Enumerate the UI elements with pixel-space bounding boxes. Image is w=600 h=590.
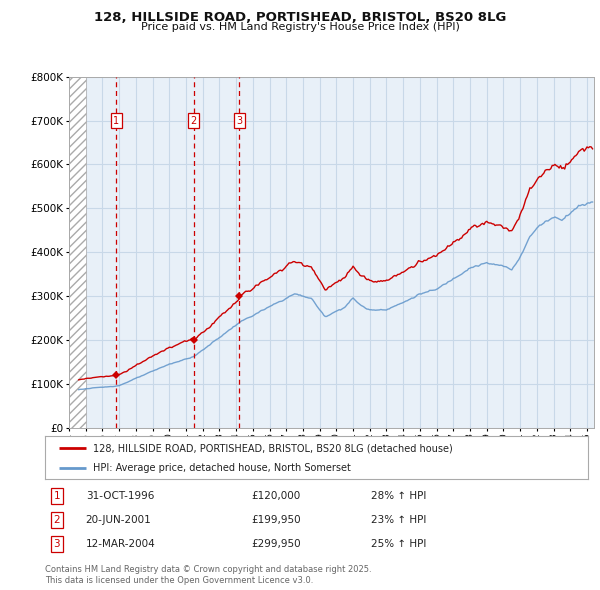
Text: £120,000: £120,000 [251,491,301,502]
Text: Contains HM Land Registry data © Crown copyright and database right 2025.
This d: Contains HM Land Registry data © Crown c… [45,565,371,585]
Text: 1: 1 [53,491,60,502]
Text: Price paid vs. HM Land Registry's House Price Index (HPI): Price paid vs. HM Land Registry's House … [140,22,460,32]
Text: 3: 3 [53,539,60,549]
Text: £299,950: £299,950 [251,539,301,549]
Text: £199,950: £199,950 [251,515,301,525]
Text: 2: 2 [53,515,60,525]
Text: 128, HILLSIDE ROAD, PORTISHEAD, BRISTOL, BS20 8LG: 128, HILLSIDE ROAD, PORTISHEAD, BRISTOL,… [94,11,506,24]
Text: 20-JUN-2001: 20-JUN-2001 [86,515,151,525]
Text: 12-MAR-2004: 12-MAR-2004 [86,539,155,549]
Text: 1: 1 [113,116,119,126]
Text: 2: 2 [191,116,197,126]
Text: 128, HILLSIDE ROAD, PORTISHEAD, BRISTOL, BS20 8LG (detached house): 128, HILLSIDE ROAD, PORTISHEAD, BRISTOL,… [93,443,452,453]
Text: 31-OCT-1996: 31-OCT-1996 [86,491,154,502]
Text: 3: 3 [236,116,242,126]
Text: 25% ↑ HPI: 25% ↑ HPI [371,539,426,549]
Text: 23% ↑ HPI: 23% ↑ HPI [371,515,426,525]
Text: HPI: Average price, detached house, North Somerset: HPI: Average price, detached house, Nort… [93,463,350,473]
Text: 28% ↑ HPI: 28% ↑ HPI [371,491,426,502]
